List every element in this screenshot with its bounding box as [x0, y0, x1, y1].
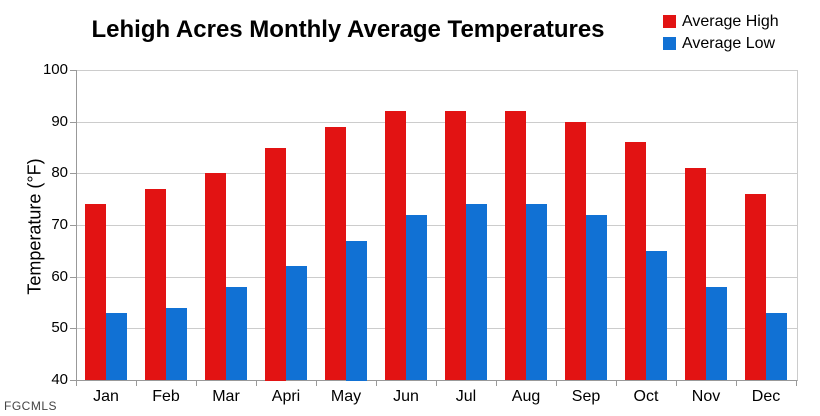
plot-area: [76, 70, 798, 381]
y-tick-mark-90: [70, 122, 76, 123]
bar-average-high-jul: [445, 111, 466, 380]
x-tick-label-jul: Jul: [455, 388, 477, 405]
x-tick-mark-9: [616, 381, 617, 386]
legend-item-average-low: Average Low: [663, 34, 779, 52]
y-tick-label-50: 50: [51, 319, 68, 336]
y-tick-mark-60: [70, 277, 76, 278]
average-high-swatch-icon: [663, 15, 676, 28]
bar-average-high-nov: [685, 168, 706, 380]
x-tick-mark-1: [136, 381, 137, 386]
grid-line-80: [77, 173, 797, 174]
y-tick-mark-40: [70, 380, 76, 381]
x-tick-mark-12: [796, 381, 797, 386]
bar-average-high-feb: [145, 189, 166, 380]
x-tick-label-may: May: [330, 388, 362, 405]
legend-item-average-high: Average High: [663, 12, 779, 30]
legend-label-average-low: Average Low: [682, 34, 776, 52]
bar-average-high-dec: [745, 194, 766, 380]
x-tick-label-dec: Dec: [751, 388, 781, 405]
x-tick-label-aug: Aug: [511, 388, 541, 405]
grid-line-100: [77, 70, 797, 71]
average-low-swatch-icon: [663, 37, 676, 50]
grid-line-70: [77, 225, 797, 226]
x-tick-label-apri: Apri: [271, 388, 301, 405]
y-tick-label-40: 40: [51, 371, 68, 388]
x-tick-label-feb: Feb: [152, 388, 180, 405]
x-tick-mark-3: [256, 381, 257, 386]
y-tick-label-90: 90: [51, 113, 68, 130]
y-tick-mark-50: [70, 328, 76, 329]
bar-average-low-may: [346, 241, 367, 381]
x-tick-label-oct: Oct: [633, 388, 659, 405]
bar-average-low-dec: [766, 313, 787, 380]
bar-average-low-nov: [706, 287, 727, 380]
bar-average-high-apri: [265, 148, 286, 381]
legend-label-average-high: Average High: [682, 12, 779, 30]
bar-average-low-oct: [646, 251, 667, 380]
bar-average-low-sep: [586, 215, 607, 380]
y-tick-label-100: 100: [42, 61, 68, 78]
bar-average-high-may: [325, 127, 346, 380]
y-tick-label-60: 60: [51, 268, 68, 285]
x-tick-mark-7: [496, 381, 497, 386]
legend: Average High Average Low: [663, 12, 779, 58]
bar-average-high-jun: [385, 111, 406, 380]
bar-average-low-jul: [466, 204, 487, 380]
x-tick-mark-11: [736, 381, 737, 386]
bar-average-low-apri: [286, 266, 307, 380]
bar-average-high-mar: [205, 173, 226, 380]
x-tick-mark-5: [376, 381, 377, 386]
x-tick-label-mar: Mar: [212, 388, 240, 405]
watermark: FGCMLS: [4, 399, 58, 413]
y-tick-mark-70: [70, 225, 76, 226]
x-tick-mark-6: [436, 381, 437, 386]
y-tick-label-70: 70: [51, 216, 68, 233]
x-tick-mark-10: [676, 381, 677, 386]
x-tick-label-nov: Nov: [691, 388, 721, 405]
grid-line-60: [77, 277, 797, 278]
x-tick-label-jan: Jan: [93, 388, 119, 405]
bar-average-low-aug: [526, 204, 547, 380]
bar-average-low-jan: [106, 313, 127, 380]
y-tick-label-80: 80: [51, 164, 68, 181]
bar-average-high-jan: [85, 204, 106, 380]
chart-title: Lehigh Acres Monthly Average Temperature…: [91, 16, 605, 43]
bar-average-high-sep: [565, 122, 586, 380]
x-tick-mark-4: [316, 381, 317, 386]
x-tick-mark-0: [76, 381, 77, 386]
y-tick-mark-100: [70, 70, 76, 71]
bar-average-low-mar: [226, 287, 247, 380]
grid-line-90: [77, 122, 797, 123]
x-tick-label-sep: Sep: [571, 388, 601, 405]
x-tick-label-jun: Jun: [393, 388, 419, 405]
bar-average-high-aug: [505, 111, 526, 380]
x-tick-mark-8: [556, 381, 557, 386]
bar-average-low-jun: [406, 215, 427, 380]
y-tick-mark-80: [70, 173, 76, 174]
x-tick-mark-2: [196, 381, 197, 386]
bar-average-low-feb: [166, 308, 187, 380]
bar-average-high-oct: [625, 142, 646, 380]
grid-line-50: [77, 328, 797, 329]
